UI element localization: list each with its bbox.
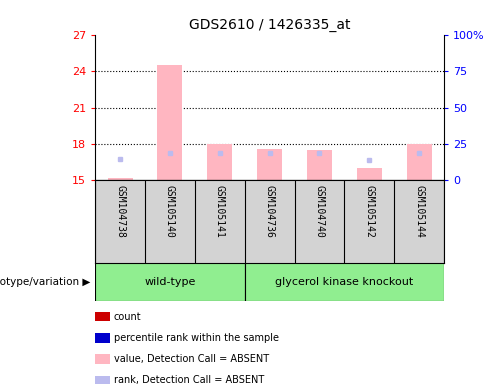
Text: value, Detection Call = ABSENT: value, Detection Call = ABSENT bbox=[114, 354, 269, 364]
Text: GSM105140: GSM105140 bbox=[165, 185, 175, 237]
Text: GSM105141: GSM105141 bbox=[215, 185, 225, 237]
Text: GSM104736: GSM104736 bbox=[264, 185, 275, 237]
Text: GSM104738: GSM104738 bbox=[115, 185, 125, 237]
Text: GSM104740: GSM104740 bbox=[314, 185, 325, 237]
Bar bbox=[158, 65, 183, 180]
Bar bbox=[407, 144, 431, 180]
Text: GSM105142: GSM105142 bbox=[365, 185, 374, 237]
Bar bbox=[95, 263, 244, 301]
Text: genotype/variation ▶: genotype/variation ▶ bbox=[0, 277, 90, 287]
Text: wild-type: wild-type bbox=[144, 277, 196, 287]
Bar bbox=[307, 150, 332, 180]
Text: GSM105144: GSM105144 bbox=[414, 185, 424, 237]
Bar bbox=[257, 149, 282, 180]
Bar bbox=[207, 144, 232, 180]
Text: count: count bbox=[114, 312, 142, 322]
Bar bbox=[108, 178, 133, 180]
Text: percentile rank within the sample: percentile rank within the sample bbox=[114, 333, 279, 343]
Text: rank, Detection Call = ABSENT: rank, Detection Call = ABSENT bbox=[114, 375, 264, 384]
Title: GDS2610 / 1426335_at: GDS2610 / 1426335_at bbox=[189, 18, 350, 32]
Text: glycerol kinase knockout: glycerol kinase knockout bbox=[275, 277, 413, 287]
Bar bbox=[357, 168, 382, 180]
Bar bbox=[244, 263, 444, 301]
